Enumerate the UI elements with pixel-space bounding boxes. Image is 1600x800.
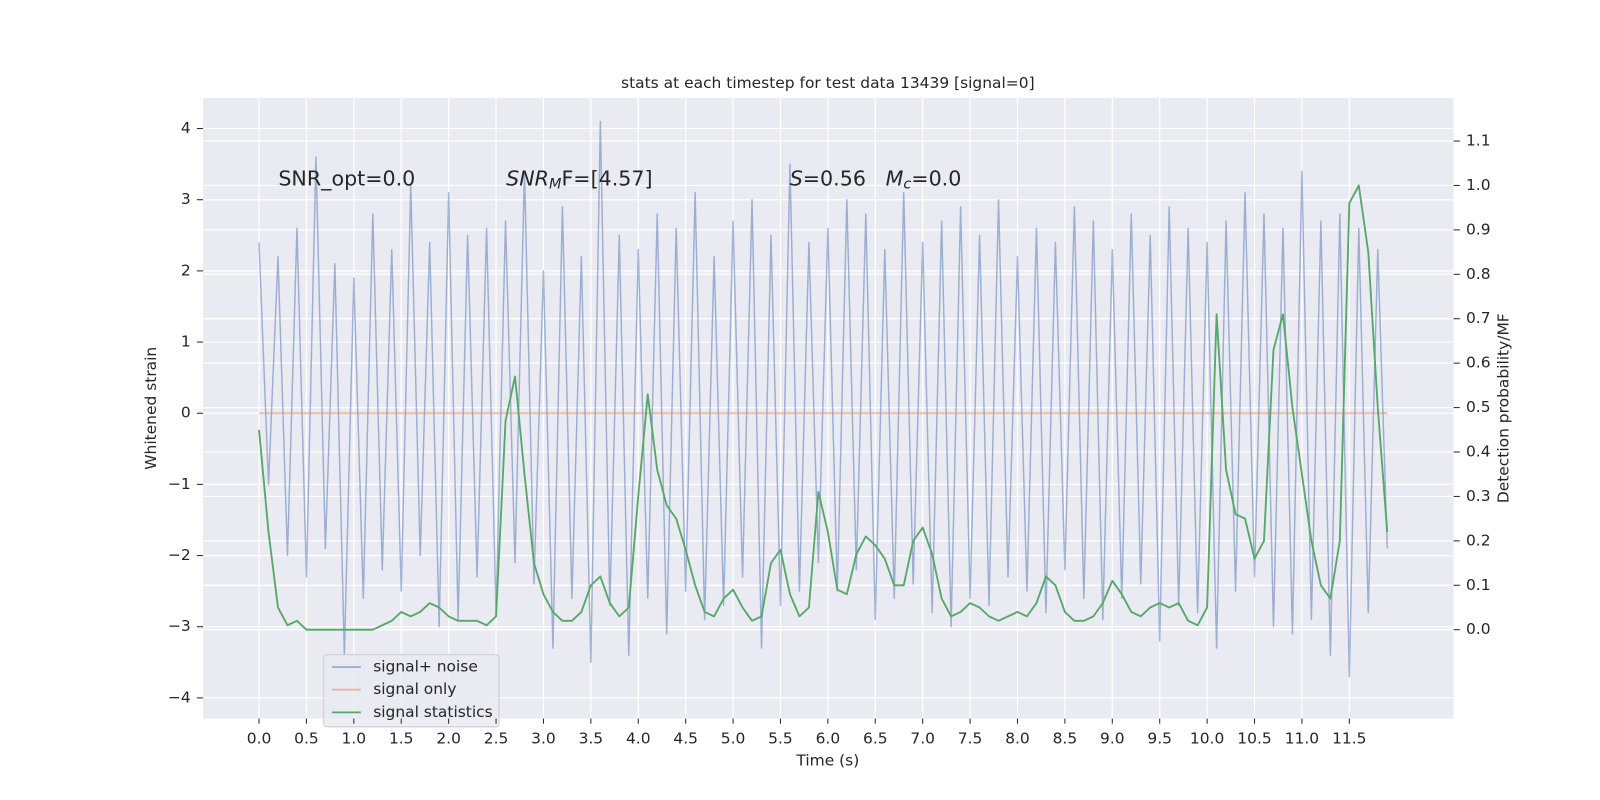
series-line	[258, 184, 1389, 631]
y2-tick-label: 0.8	[1466, 265, 1491, 283]
y-tick-label: −3	[168, 617, 191, 635]
x-tick-label: 6.0	[816, 730, 841, 748]
annotation-part: =0.0	[911, 166, 961, 190]
x-axis-label: Time (s)	[795, 751, 859, 769]
y-tick-label: 0	[181, 404, 191, 422]
y-tick-label: −4	[168, 688, 191, 706]
annotation: S=0.56	[790, 166, 866, 190]
y2-tick-label: 0.0	[1466, 620, 1491, 638]
series-line	[258, 120, 1388, 678]
x-tick-label: 7.5	[958, 730, 983, 748]
x-tick-label: 0.5	[294, 730, 319, 748]
y-tick-label: 4	[181, 119, 191, 137]
annotation-part: c	[903, 177, 911, 193]
y-axis-label: Whitened strain	[142, 347, 160, 470]
y2-tick-label: 0.5	[1466, 398, 1491, 416]
annotation-part: F=[4.57]	[561, 166, 652, 190]
y-tick-label: −1	[168, 475, 191, 493]
x-tick-label: 1.0	[342, 730, 367, 748]
x-tick-label: 4.0	[626, 730, 651, 748]
annotation-part: M	[549, 177, 562, 193]
annotation: SNRMF=[4.57]	[506, 166, 652, 192]
x-tick-label: 9.5	[1147, 730, 1172, 748]
x-tick-label: 8.0	[1005, 730, 1030, 748]
y2-tick-label: 1.0	[1466, 176, 1491, 194]
x-tick-label: 5.0	[721, 730, 746, 748]
y-tick-label: −2	[168, 546, 191, 564]
chart-title: stats at each timestep for test data 134…	[621, 74, 1035, 92]
y2-tick-label: 0.1	[1466, 576, 1491, 594]
y2-tick-label: 0.9	[1466, 220, 1491, 238]
x-tick-label: 7.0	[910, 730, 935, 748]
x-tick-label: 10.5	[1237, 730, 1271, 748]
x-tick-label: 2.5	[484, 730, 509, 748]
annotation-part: S	[790, 166, 803, 190]
annotation-part: =0.56	[803, 166, 866, 190]
x-tick-label: 5.5	[768, 730, 793, 748]
x-tick-label: 0.0	[247, 730, 272, 748]
legend: signal+ noise signal only signal statistic…	[323, 654, 500, 728]
x-tick-label: 3.5	[579, 730, 604, 748]
x-tick-label: 1.5	[389, 730, 414, 748]
marks	[258, 120, 1389, 678]
x-tick-label: 10.0	[1190, 730, 1224, 748]
x-tick-label: 3.0	[531, 730, 556, 748]
x-tick-label: 2.0	[436, 730, 461, 748]
x-tick-label: 9.0	[1100, 730, 1125, 748]
legend-label: signal+ noise	[373, 658, 478, 676]
legend-label: signal only	[373, 680, 456, 698]
y2-tick-label: 0.6	[1466, 354, 1491, 372]
y-tick-label: 3	[181, 190, 191, 208]
annotation-part: M	[886, 166, 904, 190]
y-tick-label: 2	[181, 261, 191, 279]
legend-box	[323, 654, 500, 728]
x-tick-label: 8.5	[1053, 730, 1078, 748]
x-tick-label: 4.5	[673, 730, 698, 748]
x-tick-label: 11.5	[1332, 730, 1366, 748]
x-tick-label: 11.0	[1285, 730, 1319, 748]
y2-axis-label: Detection probability/MF	[1495, 313, 1513, 503]
y-tick-label: 1	[181, 333, 191, 351]
x-tick-label: 6.5	[863, 730, 888, 748]
y2-tick-label: 0.2	[1466, 531, 1491, 549]
legend-label: signal statistics	[373, 703, 493, 721]
annotation: Mc=0.0	[886, 166, 962, 192]
y2-tick-label: 0.7	[1466, 309, 1491, 327]
y2-tick-label: 1.1	[1466, 132, 1491, 150]
y2-tick-label: 0.4	[1466, 443, 1491, 461]
annotation-part: SNR	[506, 166, 549, 190]
y2-tick-label: 0.3	[1466, 487, 1491, 505]
annotation: SNR_opt=0.0	[278, 166, 415, 191]
